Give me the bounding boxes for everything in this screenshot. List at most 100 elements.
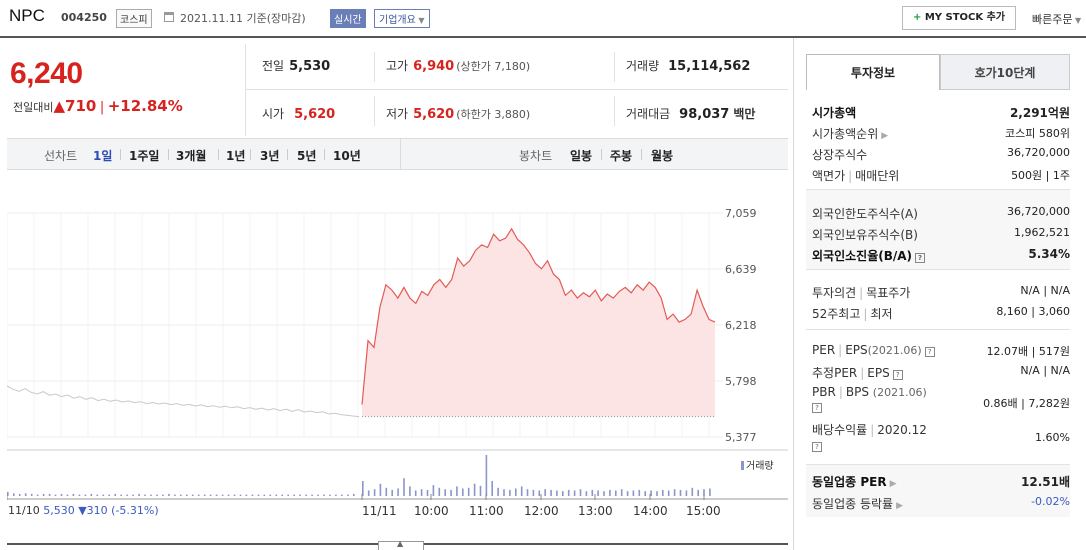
- candle-daily[interactable]: 일봉: [570, 149, 593, 163]
- volume-bar: [585, 491, 588, 496]
- volume-bar: [615, 490, 617, 496]
- week52-label-wrap: 52주최고 | 최저: [812, 305, 893, 322]
- week52-value: 8,160 | 3,060: [996, 305, 1070, 318]
- period-1week[interactable]: 1주일: [129, 149, 160, 163]
- amount-label: 거래대금: [626, 107, 671, 121]
- volume-bar: [438, 487, 441, 496]
- volume-bar: [42, 493, 45, 496]
- shares-value: 36,720,000: [1007, 146, 1070, 159]
- par-unit-label: 액면가 | 매매단위: [812, 167, 899, 184]
- divider: [287, 149, 288, 160]
- chart-expand-toggle[interactable]: ▲: [378, 539, 424, 550]
- divider: [806, 189, 1070, 190]
- open-label: 시가: [262, 107, 285, 121]
- volume: 거래량 15,114,562: [626, 57, 750, 74]
- volume-bar: [485, 455, 488, 496]
- per-label-wrap: PER | EPS(2021.06)?: [812, 343, 935, 357]
- eps-label: EPS: [845, 343, 868, 357]
- sector-per-link[interactable]: 동일업종 PER ▶: [812, 473, 897, 490]
- volume-bar: [697, 489, 699, 496]
- volume-bar: [656, 491, 658, 496]
- period-1day[interactable]: 1일: [93, 149, 113, 163]
- separator: |: [838, 385, 843, 399]
- volume-bar: [138, 493, 140, 496]
- volume-bar: [673, 489, 676, 496]
- period-10year[interactable]: 10년: [333, 149, 361, 163]
- stock-code: 004250: [61, 11, 107, 24]
- price-chart[interactable]: 7,059 6,639 6,218 5,798 5,377: [7, 200, 788, 520]
- volume-bar: [562, 491, 564, 496]
- volume-bar: [626, 491, 629, 496]
- calendar-icon: [164, 12, 174, 22]
- opinion-label-wrap: 투자의견 | 목표주가: [812, 284, 910, 301]
- volume-bar: [556, 490, 558, 496]
- volume-bar: [426, 489, 429, 496]
- period-5year[interactable]: 5년: [297, 149, 317, 163]
- period-3month[interactable]: 3개월: [176, 149, 207, 163]
- prev-close: 전일 5,530: [262, 57, 330, 74]
- period-bar: 선차트 1일 1주일 3개월 1년 3년 5년 10년 봉차트 일봉 주봉 월봉: [7, 138, 788, 170]
- low-label: 저가: [386, 107, 409, 121]
- pbr-period: (2021.06): [872, 386, 927, 399]
- help-icon[interactable]: ?: [812, 442, 822, 452]
- divider: [245, 89, 788, 90]
- candle-monthly[interactable]: 월봉: [651, 149, 674, 163]
- volume-bar: [341, 494, 343, 496]
- divider: [245, 44, 246, 136]
- x-axis-ticks: [7, 494, 705, 500]
- volume-bar: [233, 494, 236, 496]
- volume-bar: [420, 489, 423, 496]
- volume-bar: [650, 490, 652, 496]
- volume-bar: [227, 494, 230, 496]
- volume-bar: [509, 489, 511, 496]
- corp-info-dropdown[interactable]: 기업개요 ▼: [374, 9, 430, 28]
- volume-bar: [150, 494, 152, 496]
- tab-order-book[interactable]: 호가10단계: [940, 54, 1070, 90]
- volume-bar: [515, 488, 517, 496]
- volume-bar: [335, 494, 337, 496]
- change-value: ▲710: [53, 97, 97, 115]
- volume-legend-label: 거래량: [746, 461, 774, 472]
- quick-order-dropdown[interactable]: 빠른주문 ▼: [1032, 11, 1081, 27]
- volume-bar: [662, 489, 664, 496]
- volume-bar: [385, 487, 388, 496]
- period-3year[interactable]: 3년: [260, 149, 280, 163]
- par-unit-value: 500원 | 1주: [1011, 169, 1070, 182]
- volume-bar: [287, 494, 289, 496]
- period-1year[interactable]: 1년: [226, 149, 246, 163]
- help-icon[interactable]: ?: [812, 403, 822, 413]
- divider: [218, 149, 219, 160]
- dividend-value: 1.60%: [1035, 431, 1070, 444]
- help-icon[interactable]: ?: [924, 347, 935, 357]
- realtime-button[interactable]: 실시간: [330, 9, 366, 28]
- sector-rate-link[interactable]: 동일업종 등락률 ▶: [812, 495, 903, 512]
- tab-investment-info[interactable]: 투자정보: [806, 54, 940, 90]
- volume-bar: [90, 493, 93, 496]
- x-tick-label: 11/11: [362, 504, 397, 518]
- help-icon[interactable]: ?: [892, 370, 903, 380]
- x-tick-label: 13:00: [578, 504, 613, 518]
- separator: |: [860, 366, 865, 380]
- per-label: PER: [812, 343, 836, 357]
- market-cap-value: 2,291억원: [1009, 106, 1070, 120]
- mystock-label: MY STOCK 추가: [924, 12, 1006, 23]
- volume-bar: [409, 486, 411, 496]
- volume-bar: [538, 490, 541, 496]
- mystock-add-button[interactable]: + MY STOCK 추가: [902, 6, 1016, 30]
- volume-bar: [632, 490, 635, 496]
- volume-bar: [573, 490, 576, 496]
- separator: |: [859, 286, 864, 300]
- cap-rank-link[interactable]: 시가총액순위 ▶: [812, 125, 888, 142]
- volume-bar: [263, 494, 266, 496]
- candle-weekly[interactable]: 주봉: [610, 149, 633, 163]
- separator: |: [848, 169, 853, 183]
- x-tick-label: 14:00: [633, 504, 668, 518]
- help-icon[interactable]: ?: [915, 253, 926, 263]
- dividend-row: 배당수익률 | 2020.12? 1.60%: [812, 421, 1070, 453]
- prev-day-change: ▼310: [78, 504, 108, 517]
- divider: [324, 149, 325, 160]
- prev-day-summary: 11/10 5,530 ▼310 (-5.31%): [8, 504, 159, 517]
- est-eps-label: EPS: [867, 366, 890, 380]
- volume-bar: [520, 486, 523, 496]
- base-date: 2021.11.11 기준(장마감): [180, 12, 306, 25]
